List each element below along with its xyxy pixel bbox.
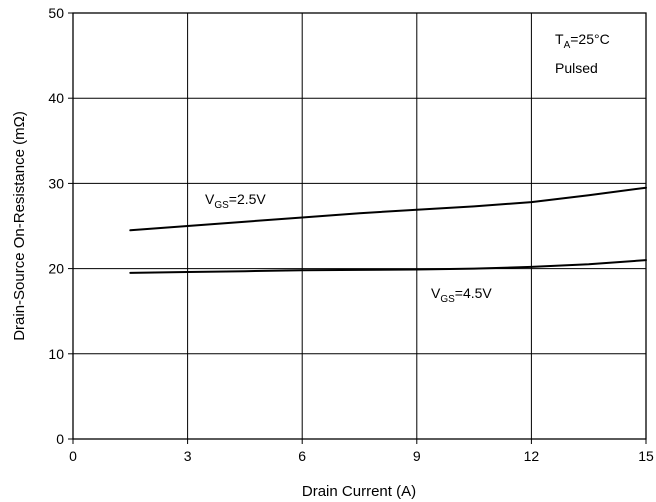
plot-frame <box>72 12 647 440</box>
x-tick-label: 0 <box>69 448 77 464</box>
x-axis-label: Drain Current (A) <box>302 483 416 500</box>
y-axis-ticks: 0 10 20 30 40 50 <box>48 5 73 447</box>
y-tick-label: 20 <box>48 261 64 277</box>
series-lines <box>129 186 647 274</box>
x-axis-ticks: 0 3 6 9 12 15 <box>69 439 654 464</box>
grid <box>73 13 646 439</box>
x-tick-label: 15 <box>638 448 654 464</box>
y-tick-label: 50 <box>48 5 64 21</box>
y-tick-label: 40 <box>48 90 64 106</box>
x-tick-label: 12 <box>524 448 540 464</box>
y-tick-label: 10 <box>48 346 64 362</box>
y-axis-label: Drain-Source On-Resistance (mΩ) <box>11 111 28 341</box>
series-line-0 <box>129 186 647 232</box>
x-tick-label: 3 <box>184 448 192 464</box>
condition-pulsed: Pulsed <box>555 60 598 76</box>
x-tick-label: 6 <box>298 448 306 464</box>
series-label-vgs-4-5: VGS=4.5V <box>431 285 492 305</box>
y-tick-label: 30 <box>48 175 64 191</box>
y-tick-label: 0 <box>56 431 64 447</box>
series-line-1 <box>129 259 647 274</box>
series-label-vgs-2-5: VGS=2.5V <box>205 191 266 211</box>
condition-temperature: TA=25°C <box>555 31 610 51</box>
x-tick-label: 9 <box>413 448 421 464</box>
